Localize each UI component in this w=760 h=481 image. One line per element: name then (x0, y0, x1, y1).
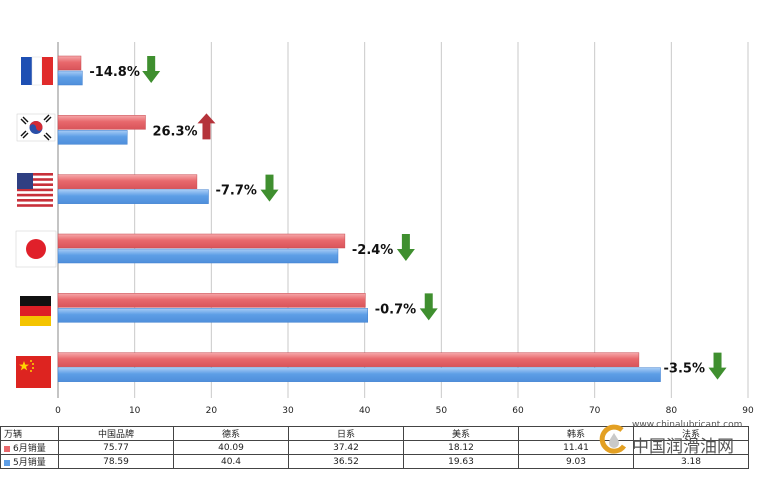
change-labels: -14.8% 26.3% -7.7% -2.4% -0.7% -3.5% (89, 56, 727, 380)
bar-june (57, 233, 346, 249)
table-cell: 78.59 (58, 454, 174, 469)
table-row: 6月销量 75.77 40.09 37.42 18.12 11.41 (0, 440, 749, 455)
gridlines (57, 42, 749, 398)
france-flag (21, 56, 53, 86)
korea-flag (16, 113, 56, 142)
watermark: www.chinalubricant.com 中国润滑油网 (598, 418, 748, 458)
arrow-down-icon (260, 174, 279, 202)
germany-flag (20, 296, 51, 326)
watermark-url: www.chinalubricant.com (632, 420, 743, 430)
change-percent-label: 26.3% (152, 124, 197, 139)
bar-june (57, 174, 198, 189)
x-tick-label: 50 (436, 406, 448, 416)
japan-flag (15, 230, 57, 268)
x-tick-label: 70 (589, 406, 601, 416)
change-percent-label: -2.4% (352, 243, 393, 258)
bar-may (57, 367, 661, 382)
arrow-down-icon (396, 234, 415, 261)
table-header: 德系 (173, 426, 289, 441)
table-cell: 36.52 (288, 454, 404, 469)
table-corner-unit: 万辆 (0, 426, 59, 441)
x-tick-label: 10 (129, 406, 141, 416)
x-axis-ticks: 0 10 20 30 40 50 60 70 80 90 (55, 406, 754, 416)
bar-june (57, 55, 82, 71)
bar-may (57, 308, 368, 323)
x-tick-label: 80 (666, 406, 678, 416)
table-row: 5月销量 78.59 40.4 36.52 19.63 9.03 3.18 (0, 454, 749, 469)
x-tick-label: 40 (359, 406, 371, 416)
arrow-down-icon (142, 56, 161, 83)
arrow-down-icon (419, 293, 438, 321)
bar-may (57, 189, 209, 204)
bars (57, 55, 661, 382)
table-header: 美系 (403, 426, 519, 441)
data-table: 万辆 中国品牌 德系 日系 美系 韩系 法系 6月销量 75.77 40.09 … (0, 426, 749, 469)
change-percent-label: -14.8% (89, 65, 140, 80)
x-tick-label: 30 (282, 406, 294, 416)
red-swatch-icon (4, 445, 10, 452)
bar-june (57, 352, 640, 367)
table-cell: 9.03 (518, 454, 634, 469)
table-cell: 75.77 (58, 440, 174, 455)
table-row-label: 6月销量 (0, 440, 59, 455)
table-cell: 19.63 (403, 454, 519, 469)
table-row-label: 5月销量 (0, 454, 59, 469)
table-cell: 18.12 (403, 440, 519, 455)
bar-chart: 0 10 20 30 40 50 60 70 80 90 -14.8% 26.3% -7.7% -2.4… (15, 42, 754, 416)
change-percent-label: -3.5% (664, 362, 705, 377)
oil-drop-logo-icon (599, 424, 627, 454)
table-cell: 37.42 (288, 440, 404, 455)
bar-june (57, 293, 366, 308)
bar-may (57, 130, 128, 145)
x-tick-label: 90 (742, 406, 754, 416)
china-flag (16, 356, 51, 388)
bar-june (57, 115, 146, 130)
watermark-name: 中国润滑油网 (632, 437, 734, 457)
arrow-up-icon (197, 113, 216, 140)
series-label: 6月销量 (13, 444, 46, 454)
table-header: 日系 (288, 426, 404, 441)
series-label: 5月销量 (13, 458, 46, 468)
usa-flag (17, 173, 53, 207)
x-tick-label: 60 (512, 406, 524, 416)
change-percent-label: -7.7% (215, 184, 256, 199)
table-cell: 3.18 (633, 454, 749, 469)
change-percent-label: -0.7% (375, 302, 416, 317)
bar-may (57, 248, 339, 264)
table-cell: 40.4 (173, 454, 289, 469)
bar-may (57, 70, 83, 86)
table-header: 中国品牌 (58, 426, 174, 441)
blue-swatch-icon (4, 459, 10, 466)
arrow-down-icon (708, 352, 727, 380)
x-tick-label: 0 (55, 406, 61, 416)
x-tick-label: 20 (206, 406, 218, 416)
table-cell: 40.09 (173, 440, 289, 455)
